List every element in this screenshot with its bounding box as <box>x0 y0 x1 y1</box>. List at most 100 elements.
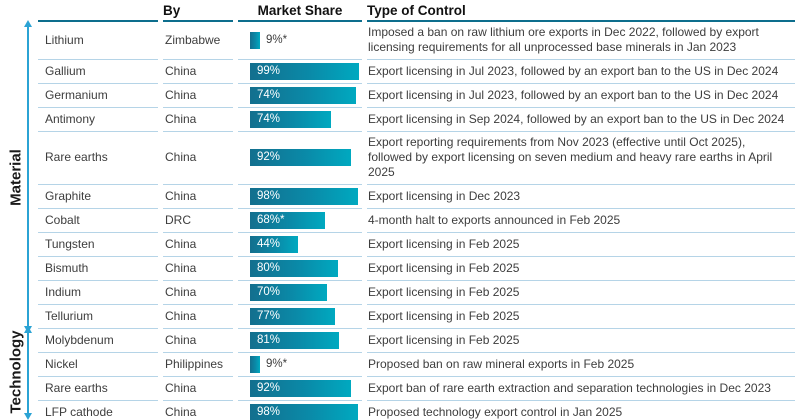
market-share-cell: 81% <box>238 329 362 353</box>
country-label: China <box>165 380 197 395</box>
technology-group-label: Technology <box>7 330 25 414</box>
market-share-cell: 80% <box>238 257 362 281</box>
country-cell: China <box>163 401 233 420</box>
market-share-value: 74% <box>257 112 281 125</box>
header-market-share: Market Share <box>238 0 362 22</box>
material-label: Molybdenum <box>45 332 114 347</box>
table-row: Molybdenum China 81% Export licensing in… <box>38 329 795 353</box>
market-share-bar: 74% <box>250 86 356 104</box>
material-group-label: Material <box>7 149 25 206</box>
market-share-bar: 74% <box>250 110 331 128</box>
market-share-value: 81% <box>257 333 281 346</box>
market-share-bar: 92% <box>250 149 351 167</box>
control-cell: Export licensing in Sep 2024, followed b… <box>367 108 795 132</box>
market-share-cell: 77% <box>238 305 362 329</box>
control-cell: Export licensing in Feb 2025 <box>367 233 795 257</box>
market-share-value: 77% <box>257 309 281 322</box>
market-share-cell: 98% <box>238 401 362 420</box>
header-type-of-control: Type of Control <box>367 0 795 22</box>
table-row: Antimony China 74% Export licensing in S… <box>38 108 795 132</box>
table-body: Lithium Zimbabwe 9%* Imposed a ban on ra… <box>38 22 795 420</box>
market-share-bar: 9%* <box>250 355 287 373</box>
country-cell: China <box>163 233 233 257</box>
table-row: Nickel Philippines 9%* Proposed ban on r… <box>38 353 795 377</box>
country-cell: China <box>163 185 233 209</box>
header-material <box>38 0 158 22</box>
market-share-cell: 70% <box>238 281 362 305</box>
material-label: Gallium <box>45 63 86 78</box>
table-row: Lithium Zimbabwe 9%* Imposed a ban on ra… <box>38 22 795 60</box>
country-cell: China <box>163 108 233 132</box>
market-share-value: 98% <box>257 189 281 202</box>
table-row: Bismuth China 80% Export licensing in Fe… <box>38 257 795 281</box>
country-cell: Philippines <box>163 353 233 377</box>
market-share-cell: 98% <box>238 185 362 209</box>
market-share-cell: 9%* <box>238 353 362 377</box>
material-cell: Tellurium <box>38 305 158 329</box>
market-share-value: 9%* <box>266 357 288 370</box>
table-row: Rare earths China 92% Export ban of rare… <box>38 377 795 401</box>
material-cell: Antimony <box>38 108 158 132</box>
material-cell: Rare earths <box>38 377 158 401</box>
market-share-bar: 81% <box>250 331 339 349</box>
market-share-cell: 68%* <box>238 209 362 233</box>
control-text: Export licensing in Feb 2025 <box>368 284 520 299</box>
control-cell: Export licensing in Feb 2025 <box>367 329 795 353</box>
table-row: Gallium China 99% Export licensing in Ju… <box>38 60 795 84</box>
country-cell: China <box>163 329 233 353</box>
market-share-cell: 92% <box>238 132 362 185</box>
control-text: Export licensing in Feb 2025 <box>368 236 520 251</box>
country-cell: China <box>163 60 233 84</box>
control-text: Proposed technology export control in Ja… <box>368 404 623 419</box>
material-label: Indium <box>45 284 82 299</box>
material-label: Tellurium <box>45 308 94 323</box>
market-share-cell: 92% <box>238 377 362 401</box>
control-cell: Export licensing in Feb 2025 <box>367 281 795 305</box>
material-cell: Lithium <box>38 22 158 60</box>
material-label: Rare earths <box>45 380 108 395</box>
material-label: Tungsten <box>45 236 95 251</box>
material-cell: Molybdenum <box>38 329 158 353</box>
country-label: China <box>165 188 197 203</box>
table-row: Germanium China 74% Export licensing in … <box>38 84 795 108</box>
country-label: DRC <box>165 212 191 227</box>
control-cell: Export licensing in Jul 2023, followed b… <box>367 84 795 108</box>
material-cell: Germanium <box>38 84 158 108</box>
table-row: Graphite China 98% Export licensing in D… <box>38 185 795 209</box>
control-text: Export licensing in Dec 2023 <box>368 188 521 203</box>
material-label: Lithium <box>45 32 84 47</box>
country-cell: China <box>163 281 233 305</box>
header-by: By <box>163 0 233 22</box>
control-text: Export licensing in Feb 2025 <box>368 308 520 323</box>
table-row: LFP cathode China 98% Proposed technolog… <box>38 401 795 420</box>
material-cell: Gallium <box>38 60 158 84</box>
market-share-value: 99% <box>257 64 281 77</box>
market-share-value: 98% <box>257 405 281 418</box>
market-share-value: 68%* <box>257 213 285 226</box>
control-cell: Imposed a ban on raw lithium ore exports… <box>367 22 795 60</box>
market-share-value: 9%* <box>266 34 288 46</box>
material-label: Rare earths <box>45 150 108 165</box>
material-group-arrow <box>24 20 32 333</box>
country-cell: China <box>163 305 233 329</box>
material-cell: Bismuth <box>38 257 158 281</box>
material-cell: Cobalt <box>38 209 158 233</box>
control-cell: Export licensing in Jul 2023, followed b… <box>367 60 795 84</box>
market-share-value: 80% <box>257 261 281 274</box>
control-cell: 4-month halt to exports announced in Feb… <box>367 209 795 233</box>
control-text: 4-month halt to exports announced in Feb… <box>368 212 621 227</box>
control-text: Export licensing in Jul 2023, followed b… <box>368 63 779 78</box>
market-share-bar: 99% <box>250 62 359 80</box>
country-cell: Zimbabwe <box>163 22 233 60</box>
market-share-cell: 9%* <box>238 22 362 60</box>
table-row: Tellurium China 77% Export licensing in … <box>38 305 795 329</box>
country-label: Philippines <box>165 356 224 371</box>
material-label: Graphite <box>45 188 92 203</box>
control-cell: Export reporting requirements from Nov 2… <box>367 132 795 185</box>
material-label: LFP cathode <box>45 404 113 419</box>
controls-table: By Market Share Type of Control Lithium … <box>38 0 795 420</box>
market-share-cell: 44% <box>238 233 362 257</box>
material-cell: Rare earths <box>38 132 158 185</box>
control-text: Export ban of rare earth extraction and … <box>368 380 771 395</box>
